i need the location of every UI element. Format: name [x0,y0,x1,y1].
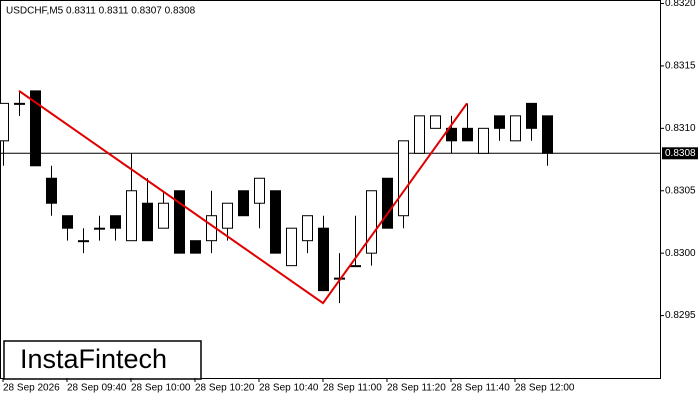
last-price-box [662,147,698,160]
x-tick-label: 28 Sep 2026 [3,383,60,394]
candle-body [30,90,41,167]
candle-body [254,177,265,204]
pattern-line [18,90,468,305]
candle-body [190,240,201,254]
candle-body [94,227,105,230]
candle-body [78,240,89,243]
plot-frame [0,0,661,379]
candle-body [142,202,153,242]
candle-body [318,227,329,292]
candle-body [414,115,425,154]
candle-body [446,127,457,142]
candle-body [462,127,473,142]
y-tick-label: 0.8300 [665,248,696,259]
x-tick-label: 28 Sep 12:00 [515,383,575,394]
candle-body [542,115,553,154]
y-tick-label: 0.8320 [665,0,696,9]
candle-body [510,115,521,142]
candle-body [350,265,361,268]
candle-body [494,115,505,129]
marks [0,90,660,305]
x-tick-label: 28 Sep 09:40 [67,383,127,394]
candle-body [62,215,73,229]
x-tick-label: 28 Sep 11:20 [387,383,446,394]
candle-body [46,177,57,204]
x-tick-label: 28 Sep 10:40 [259,383,319,394]
x-tick-label: 28 Sep 11:00 [323,383,382,394]
candle-body [302,215,313,242]
y-tick-label: 0.8295 [665,310,696,321]
candle-body [238,190,249,217]
y-tick-label: 0.8310 [665,123,696,134]
candle-body [382,177,393,229]
candle-body [174,190,185,254]
candle-body [158,202,169,229]
candle-body [286,227,297,267]
chart-subtitle: USDCHF,M5 0.8311 0.8311 0.8307 0.8308 [6,6,196,17]
candle-body [126,190,137,242]
x-tick-label: 28 Sep 11:40 [451,383,510,394]
candle-body [0,102,9,142]
candle-body [14,102,25,105]
last-price-label: 0.8308 [665,148,696,159]
candle-body [270,190,281,254]
candle-body [526,102,537,129]
x-tick-label: 28 Sep 10:20 [195,383,255,394]
x-tick-label: 28 Sep 10:00 [131,383,191,394]
candle-body [222,202,233,229]
candle-body [110,215,121,229]
candle-body [430,115,441,129]
candle-body [398,140,409,217]
y-tick-label: 0.8305 [665,185,696,196]
watermark-box [3,340,202,380]
watermark: InstaFintech [20,344,167,374]
candle-body [478,127,489,154]
last-price-tag: 0.8308 [662,147,698,160]
y-tick-label: 0.8315 [665,61,696,72]
candle-body [366,190,377,254]
